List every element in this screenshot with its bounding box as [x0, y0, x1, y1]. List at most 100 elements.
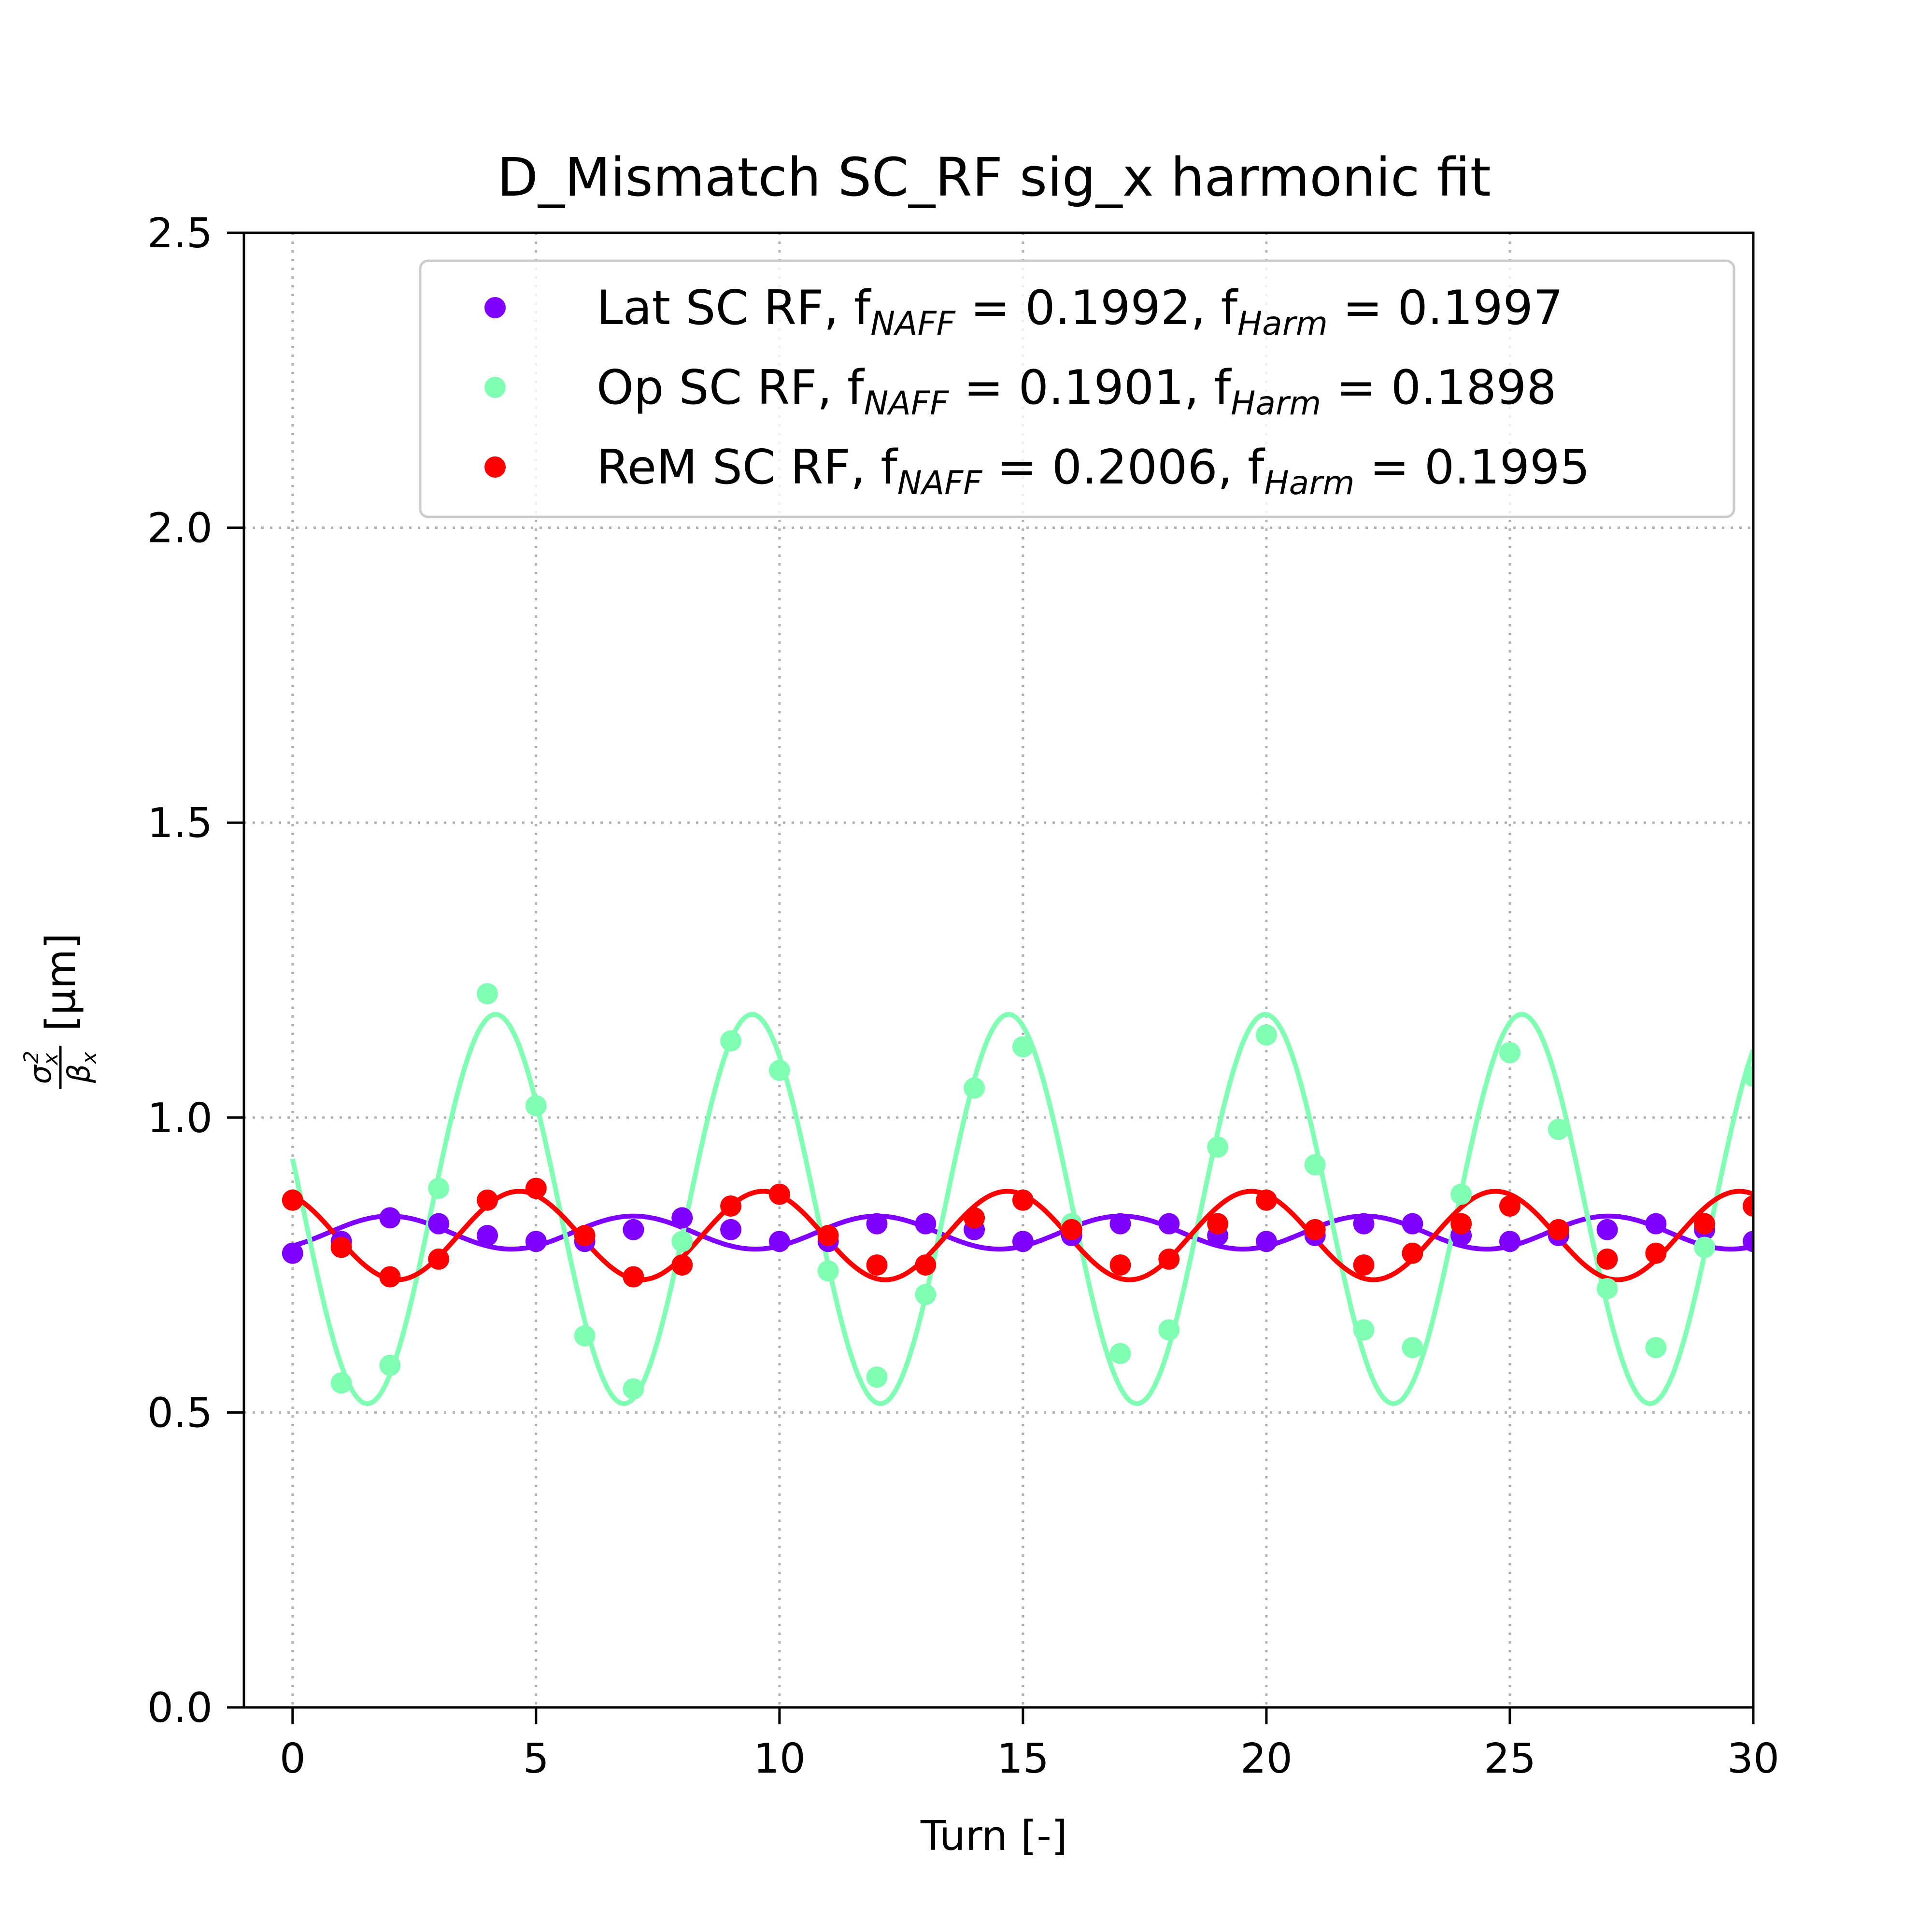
data-point-op-sc-rf: [574, 1325, 596, 1347]
data-point-op-sc-rf: [1645, 1337, 1667, 1359]
data-point-op-sc-rf: [964, 1077, 985, 1099]
data-point-lat-sc-rf: [866, 1213, 888, 1235]
x-tick-label: 15: [997, 1735, 1049, 1783]
legend-entry-label: Op SC RF, fNAFF = 0.1901, fHarm = 0.1898: [597, 360, 1557, 423]
data-point-rem-sc-rf: [1499, 1195, 1520, 1217]
data-point-op-sc-rf: [1596, 1278, 1618, 1299]
legend-marker: [484, 297, 506, 318]
legend-marker: [484, 456, 506, 478]
data-point-rem-sc-rf: [768, 1183, 790, 1205]
data-point-op-sc-rf: [1402, 1337, 1423, 1359]
data-point-op-sc-rf: [866, 1366, 888, 1388]
x-tick-label: 25: [1484, 1735, 1536, 1783]
data-point-rem-sc-rf: [1694, 1213, 1716, 1235]
data-point-op-sc-rf: [1499, 1042, 1520, 1064]
x-tick-label: 20: [1240, 1735, 1293, 1783]
data-point-rem-sc-rf: [428, 1248, 450, 1270]
data-point-op-sc-rf: [525, 1095, 547, 1117]
y-tick-label: 0.5: [147, 1389, 213, 1437]
data-point-op-sc-rf: [768, 1060, 790, 1081]
data-point-rem-sc-rf: [282, 1189, 303, 1211]
data-point-op-sc-rf: [1743, 1065, 1753, 1087]
data-point-op-sc-rf: [720, 1030, 742, 1052]
legend-entry-label: ReM SC RF, fNAFF = 0.2006, fHarm = 0.199…: [597, 440, 1590, 502]
data-point-lat-sc-rf: [915, 1213, 937, 1235]
legend: Lat SC RF, fNAFF = 0.1992, fHarm = 0.199…: [419, 259, 1735, 518]
data-point-lat-sc-rf: [1499, 1231, 1520, 1252]
data-point-op-sc-rf: [1012, 1036, 1034, 1058]
data-point-rem-sc-rf: [1548, 1219, 1569, 1240]
data-point-rem-sc-rf: [1207, 1213, 1229, 1235]
data-point-op-sc-rf: [1450, 1183, 1472, 1205]
data-point-rem-sc-rf: [1402, 1242, 1423, 1264]
y-label-denominator: βx: [61, 1051, 101, 1084]
data-point-lat-sc-rf: [1645, 1213, 1667, 1235]
plot-area-frame: [242, 231, 1755, 1709]
data-point-op-sc-rf: [1158, 1319, 1180, 1341]
data-point-rem-sc-rf: [1255, 1189, 1277, 1211]
data-point-lat-sc-rf: [477, 1225, 498, 1247]
data-point-lat-sc-rf: [1353, 1213, 1375, 1235]
data-point-rem-sc-rf: [525, 1178, 547, 1199]
y-tick-label: 0.0: [147, 1684, 213, 1732]
data-point-op-sc-rf: [1304, 1154, 1326, 1176]
data-point-lat-sc-rf: [1743, 1231, 1753, 1252]
data-point-rem-sc-rf: [1158, 1248, 1180, 1270]
data-point-op-sc-rf: [1353, 1319, 1375, 1341]
data-point-lat-sc-rf: [1402, 1213, 1423, 1235]
y-tick-label: 2.5: [147, 210, 213, 257]
data-point-lat-sc-rf: [282, 1242, 303, 1264]
data-point-lat-sc-rf: [1012, 1231, 1034, 1252]
data-point-lat-sc-rf: [379, 1207, 401, 1229]
data-point-op-sc-rf: [1109, 1343, 1131, 1364]
data-point-rem-sc-rf: [671, 1254, 693, 1276]
data-point-rem-sc-rf: [1743, 1195, 1753, 1217]
legend-marker: [484, 377, 506, 398]
data-point-rem-sc-rf: [477, 1189, 498, 1211]
data-point-rem-sc-rf: [1353, 1254, 1375, 1276]
data-point-rem-sc-rf: [720, 1195, 742, 1217]
data-point-op-sc-rf: [477, 983, 498, 1005]
y-tick-label: 2.0: [147, 505, 213, 553]
data-point-rem-sc-rf: [1109, 1254, 1131, 1276]
data-point-lat-sc-rf: [1158, 1213, 1180, 1235]
data-point-lat-sc-rf: [428, 1213, 450, 1235]
data-point-rem-sc-rf: [1645, 1242, 1667, 1264]
data-point-lat-sc-rf: [768, 1231, 790, 1252]
data-point-op-sc-rf: [1548, 1119, 1569, 1140]
data-point-rem-sc-rf: [915, 1254, 937, 1276]
y-label-unit: [μm]: [37, 933, 85, 1031]
data-point-op-sc-rf: [623, 1378, 644, 1400]
data-point-lat-sc-rf: [720, 1219, 742, 1240]
data-point-op-sc-rf: [1207, 1136, 1229, 1158]
data-point-rem-sc-rf: [623, 1266, 644, 1288]
data-point-lat-sc-rf: [671, 1207, 693, 1229]
x-tick-label: 30: [1727, 1735, 1779, 1783]
chart-title: D_Mismatch SC_RF sig_x harmonic fit: [497, 146, 1491, 208]
legend-box: [419, 259, 1735, 518]
data-point-rem-sc-rf: [866, 1254, 888, 1276]
y-label-numerator: σx2: [19, 1051, 62, 1084]
data-point-rem-sc-rf: [1304, 1219, 1326, 1240]
data-point-op-sc-rf: [379, 1354, 401, 1376]
x-tick-label: 0: [280, 1735, 306, 1783]
data-point-op-sc-rf: [1694, 1236, 1716, 1258]
data-point-rem-sc-rf: [1596, 1248, 1618, 1270]
y-tick-label: 1.5: [147, 799, 213, 847]
data-point-rem-sc-rf: [1012, 1189, 1034, 1211]
x-axis-label: Turn [-]: [920, 1812, 1067, 1860]
y-tick-label: 1.0: [147, 1094, 213, 1142]
x-tick-label: 5: [523, 1735, 549, 1783]
data-point-op-sc-rf: [428, 1178, 450, 1199]
data-point-op-sc-rf: [817, 1260, 839, 1282]
data-point-rem-sc-rf: [817, 1225, 839, 1247]
axis-ticks: 0 5 10 15 20 25 30 0.0 0.5 1.0 1.5 2.0 2.5: [147, 210, 1779, 1783]
data-point-op-sc-rf: [330, 1372, 352, 1394]
data-point-rem-sc-rf: [330, 1236, 352, 1258]
data-point-lat-sc-rf: [525, 1231, 547, 1252]
data-point-lat-sc-rf: [623, 1219, 644, 1240]
series-group: [282, 983, 1753, 1406]
legend-entry-label: Lat SC RF, fNAFF = 0.1992, fHarm = 0.199…: [597, 281, 1563, 343]
data-point-rem-sc-rf: [379, 1266, 401, 1288]
